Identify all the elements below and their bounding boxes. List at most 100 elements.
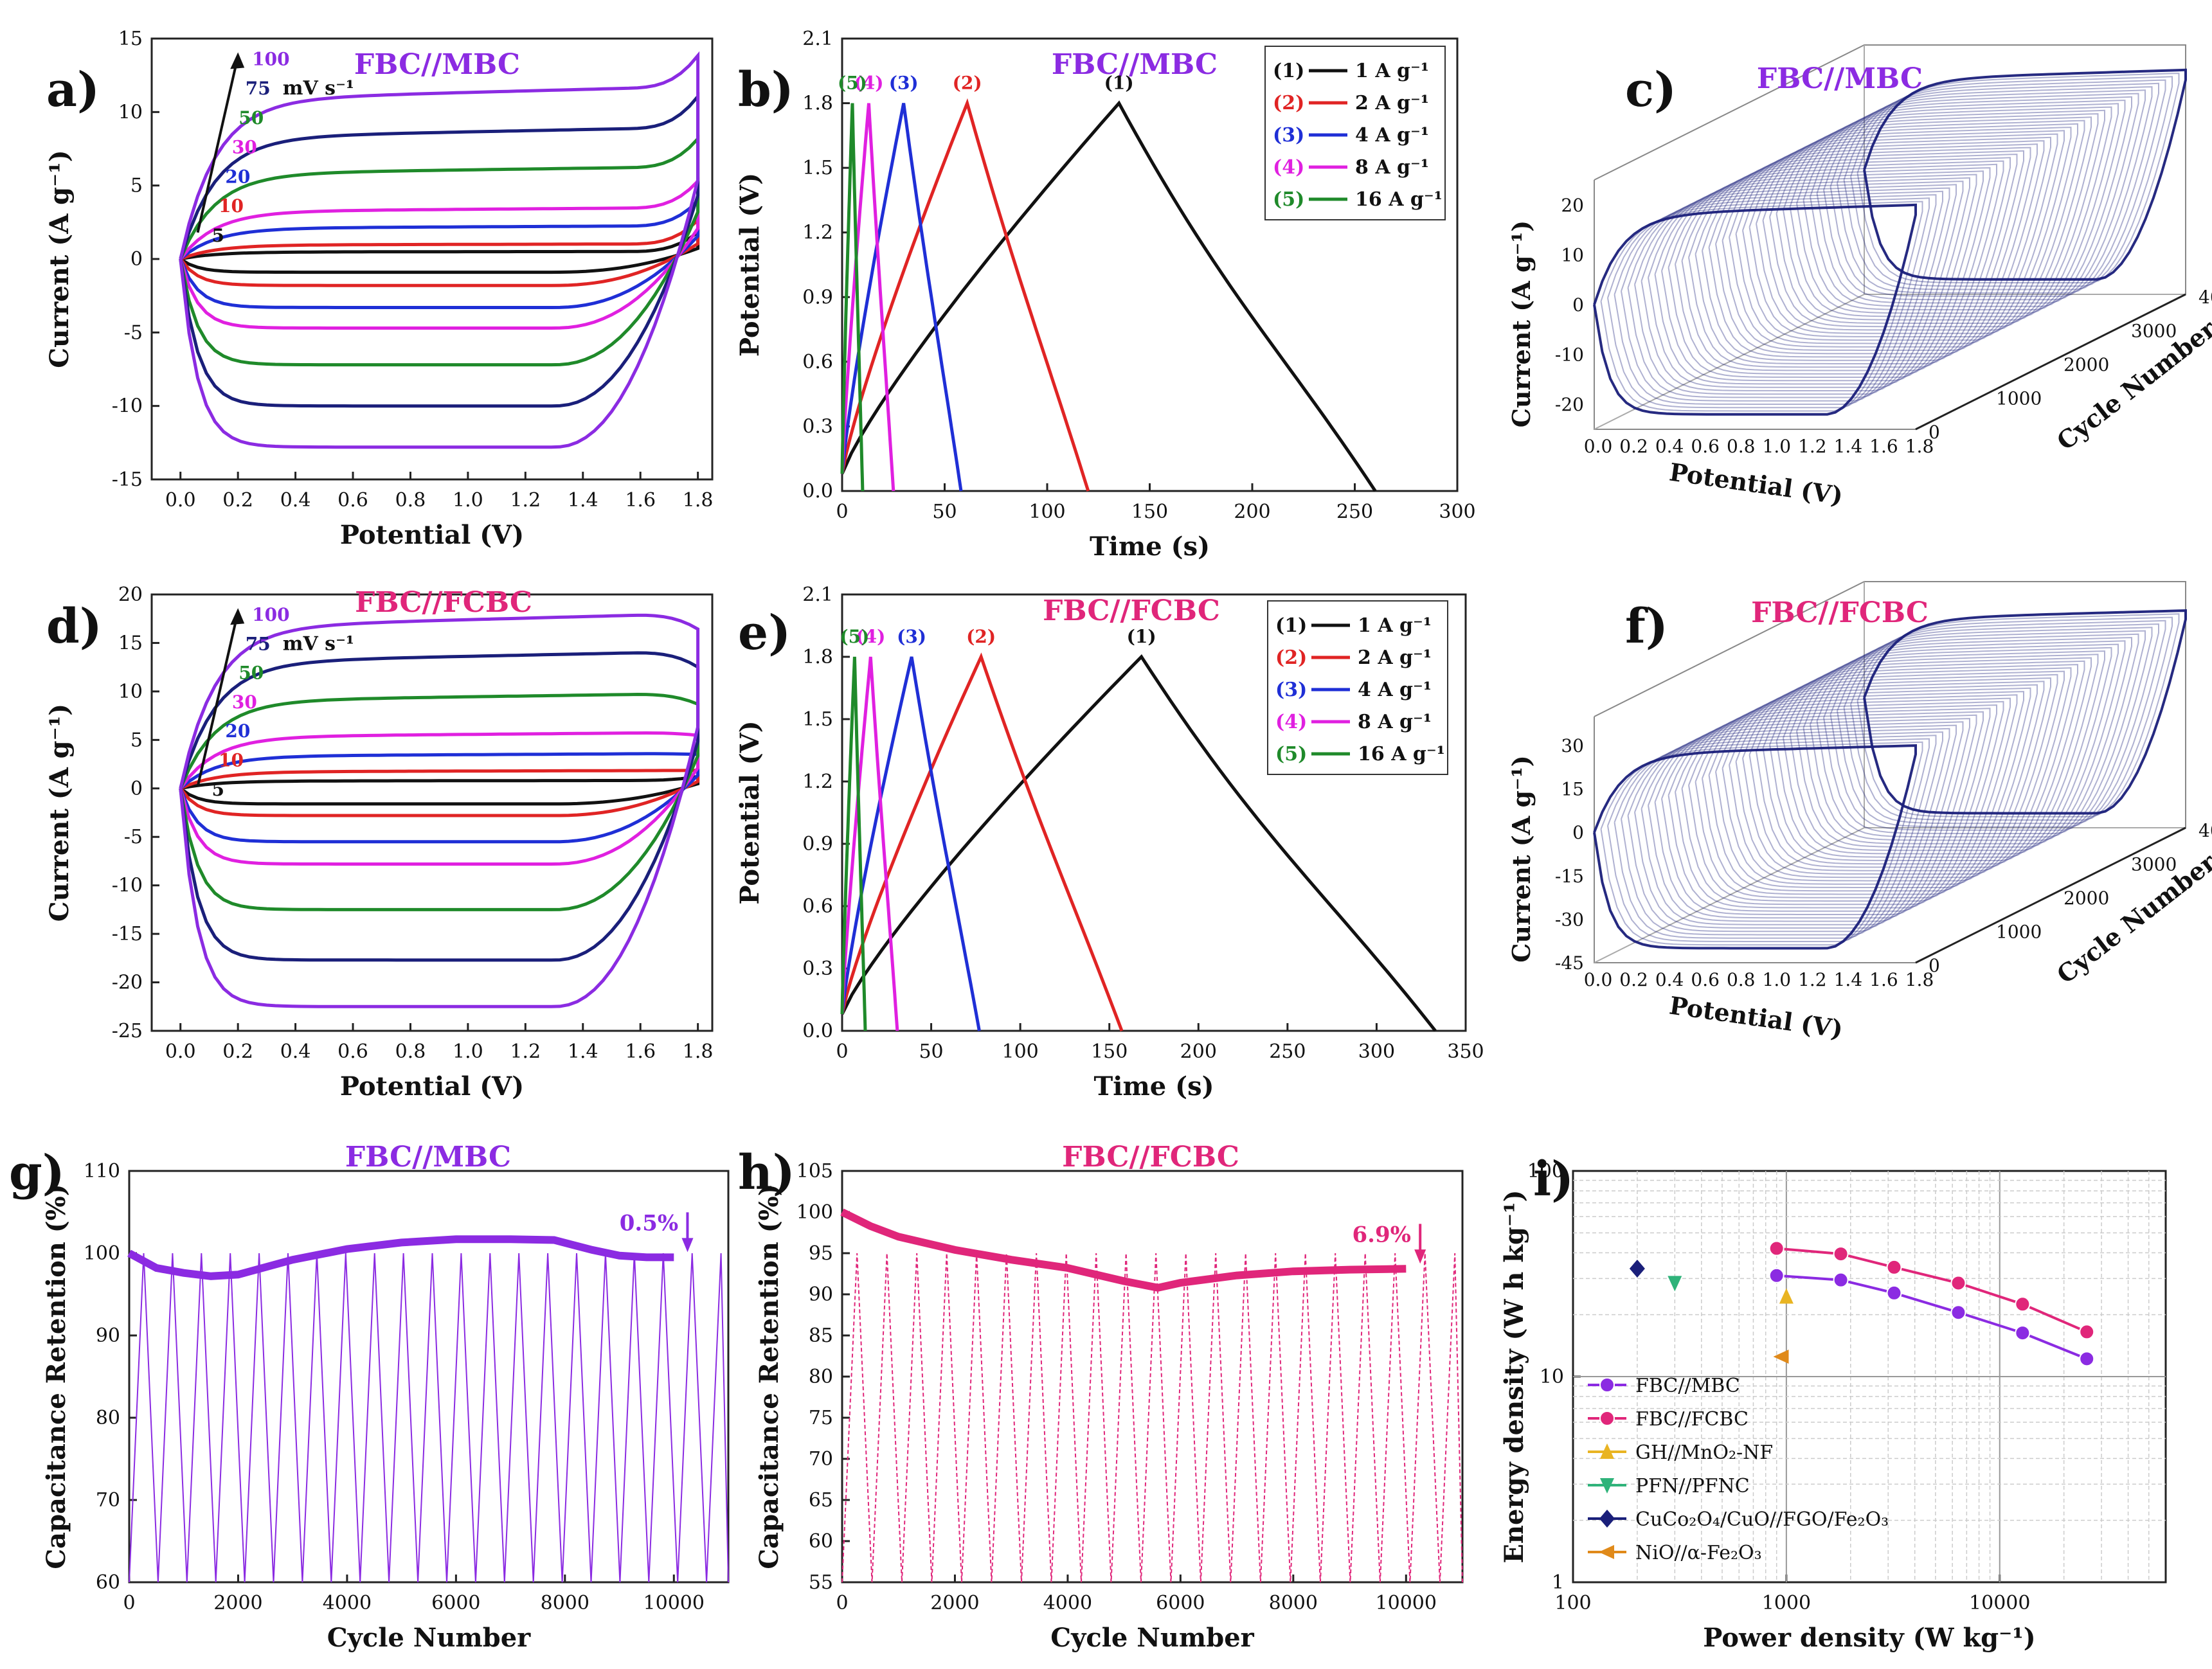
y-axis-label: Current (A g⁻¹) xyxy=(44,150,75,368)
y-tick-label: 100 xyxy=(84,1242,120,1265)
x-tick-label: 2000 xyxy=(213,1592,262,1614)
y-tick-label: 10 xyxy=(118,101,143,123)
scan-rate-unit: mV s⁻¹ xyxy=(283,632,354,655)
x-tick-label: 1.6 xyxy=(1869,436,1898,457)
scan-rate-arrow xyxy=(196,611,240,787)
loss-arrowhead xyxy=(681,1238,694,1253)
x-axis-label: Cycle Number xyxy=(327,1623,531,1653)
plot-frame xyxy=(128,1170,730,1584)
x-tick-label: 4000 xyxy=(1043,1592,1092,1614)
ragone-point xyxy=(1833,1246,1849,1262)
cv-sheet xyxy=(1816,93,2139,304)
legend-tag: (4) xyxy=(1275,711,1307,733)
x-tick-label: 0.0 xyxy=(1584,436,1613,457)
retention-loss-label: 0.5% xyxy=(620,1210,678,1236)
scan-rate-label: 75 xyxy=(246,78,271,99)
y-axis-label: Current (A g⁻¹) xyxy=(1507,220,1536,427)
cv-sheet xyxy=(1675,704,1997,909)
cv-sheet xyxy=(1769,657,2092,861)
cv-sheet xyxy=(1722,681,2045,885)
scan-rate-label: 10 xyxy=(219,749,244,771)
cv-sheet xyxy=(1634,724,1957,929)
charge-discharge-sawtooth xyxy=(841,1253,1463,1583)
y-tick-label: -10 xyxy=(1555,344,1584,366)
legend-label: 16 A g⁻¹ xyxy=(1358,743,1445,765)
cv-sheet xyxy=(1850,616,2173,821)
legend-label: 1 A g⁻¹ xyxy=(1358,614,1432,637)
y-tick-label: 15 xyxy=(118,632,143,654)
cv-curve-100 xyxy=(179,51,700,449)
chart-f: 0.0 0.2 0.4 0.6 0.8 1.0 1.2 1.4 1.6 1.8 -45 -30 -15 0… xyxy=(1507,581,2212,1044)
y-tick-label: 0.9 xyxy=(802,286,833,308)
x-axis-label: Potential (V) xyxy=(340,1071,524,1102)
ragone-line xyxy=(1776,1247,2087,1334)
y-tick-label: 0 xyxy=(130,778,143,800)
y-tick-label: 90 xyxy=(96,1325,120,1347)
cv-sheet xyxy=(1661,711,1984,915)
legend-label: 8 A g⁻¹ xyxy=(1358,711,1432,733)
legend-label: 2 A g⁻¹ xyxy=(1355,92,1429,114)
cv-sheet xyxy=(1776,654,2099,858)
y-tick-label: -45 xyxy=(1555,952,1584,974)
gcd-peak-tag: (1) xyxy=(1127,626,1156,647)
cv-sheet xyxy=(1600,201,1923,412)
y-tick-label: 20 xyxy=(118,584,143,606)
y-tick-label: 1 xyxy=(1552,1571,1564,1594)
ragone-point xyxy=(2015,1325,2031,1341)
gcd-curve-(2) xyxy=(840,98,1090,492)
cv-sheet xyxy=(1654,174,1977,385)
legend-label: NiO//α-Fe₂O₃ xyxy=(1635,1542,1762,1564)
cv-sheet xyxy=(1621,731,1943,936)
z-tick-label: 1000 xyxy=(1996,388,2042,409)
gcd-peak-tag: (2) xyxy=(953,73,982,94)
chart-d: 0.0 0.2 0.4 0.6 0.8 1.0 1.2 1.4 1.6 1.8 -25 -20 -15 -… xyxy=(44,584,714,1102)
cv-sheet xyxy=(1627,727,1950,933)
cv-sheet xyxy=(1654,714,1977,919)
x-tick-label: 150 xyxy=(1091,1040,1128,1063)
y-tick-label: 10 xyxy=(1561,244,1584,265)
y-tick-label: 60 xyxy=(96,1571,120,1594)
chart-title: FBC//MBC xyxy=(1052,48,1218,81)
x-tick-label: 0.2 xyxy=(222,489,253,512)
cv-curve-20 xyxy=(179,752,700,844)
cv-sheet xyxy=(1735,674,2058,879)
z-tick-label: 4000 xyxy=(2199,820,2212,841)
x-tick-label: 10000 xyxy=(643,1592,705,1614)
cv-sheet xyxy=(1742,130,2065,341)
cv-sheet xyxy=(1729,136,2051,348)
panel-label: c) xyxy=(1625,62,1677,118)
cv-sheet xyxy=(1695,694,2018,898)
gcd-curve-(4) xyxy=(840,656,899,1031)
ragone-point xyxy=(2079,1324,2095,1340)
x-tick-label: 0.6 xyxy=(337,1040,368,1063)
legend-tag: (5) xyxy=(1275,743,1307,765)
x-tick-label: 0.8 xyxy=(1727,969,1756,990)
y-axis-label: Current (A g⁻¹) xyxy=(1507,755,1536,962)
ragone-line xyxy=(1776,1274,2087,1361)
y-axis-label: Potential (V) xyxy=(735,173,765,357)
cv-sheet xyxy=(1830,86,2153,297)
y-tick-label: -15 xyxy=(1555,866,1584,887)
chart-title: FBC//FCBC xyxy=(1043,594,1220,627)
y-tick-label: 20 xyxy=(1561,195,1584,216)
y-tick-label: 5 xyxy=(130,175,143,197)
gcd-curve-(3) xyxy=(840,103,963,492)
cv-sheet xyxy=(1688,157,2011,368)
scan-rate-label: 5 xyxy=(212,779,224,800)
legend-label: 4 A g⁻¹ xyxy=(1358,679,1432,701)
x-tick-label: 0.6 xyxy=(337,489,368,512)
ragone-point xyxy=(1886,1259,1902,1275)
scan-rate-arrow xyxy=(196,55,240,233)
ragone-point xyxy=(1833,1272,1849,1288)
legend-tag: (2) xyxy=(1273,92,1304,114)
legend-tag: (4) xyxy=(1273,156,1304,179)
cv-sheet xyxy=(1803,100,2126,310)
cv-sheet xyxy=(1627,187,1950,398)
scan-rate-label: 30 xyxy=(232,692,257,713)
scan-rate-label: 30 xyxy=(232,137,257,158)
x-tick-label: 300 xyxy=(1439,501,1475,523)
cv-sheet xyxy=(1749,667,2072,871)
x-tick-label: 1.4 xyxy=(1834,969,1863,990)
z-tick-label: 1000 xyxy=(1996,922,2042,943)
y-tick-label: 0.0 xyxy=(802,1020,833,1042)
